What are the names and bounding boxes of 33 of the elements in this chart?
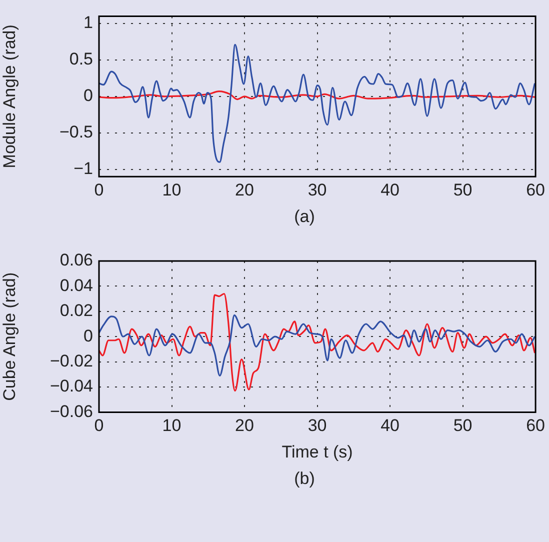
x-tick-label: 40 [380,180,400,200]
x-tick-label: 50 [453,416,472,436]
y-tick-label: −0.04 [50,376,93,396]
x-tick-label: 60 [526,180,546,200]
y-tick-label: 0 [84,326,93,346]
y-tick-label: 0.02 [60,301,93,320]
y-tick-label: 0.5 [69,50,93,69]
x-tick-label: 60 [526,416,546,436]
y-tick-label: 0.04 [60,276,93,295]
x-tick-label: 20 [235,416,254,436]
y-tick-label: −0.06 [50,402,93,421]
x-axis-title: Time t (s) [282,442,353,462]
line-series [99,314,536,376]
text: (b) [293,468,316,490]
x-tick-label: 50 [453,180,472,200]
y-tick-label: 0 [84,86,93,106]
text: (a) [293,206,316,228]
x-tick-label: 40 [380,416,400,436]
x-tick-label: 20 [235,180,254,200]
x-tick-label: 30 [308,180,327,200]
y-tick-label: −0.5 [59,122,93,142]
line-series [99,90,536,100]
y-axis-title: Module Angle (rad) [0,24,19,168]
y-tick-label: −1 [74,158,93,178]
x-tick-label: 10 [162,180,182,200]
y-tick-label: 1 [84,13,93,32]
line-series [99,44,536,163]
x-tick-label: 10 [162,416,182,436]
y-tick-label: 0.06 [60,250,93,270]
x-tick-label: 30 [308,416,327,436]
y-axis-title: Cube Angle (rad) [0,272,19,401]
line-series [99,292,536,392]
y-tick-label: −0.02 [50,351,93,370]
